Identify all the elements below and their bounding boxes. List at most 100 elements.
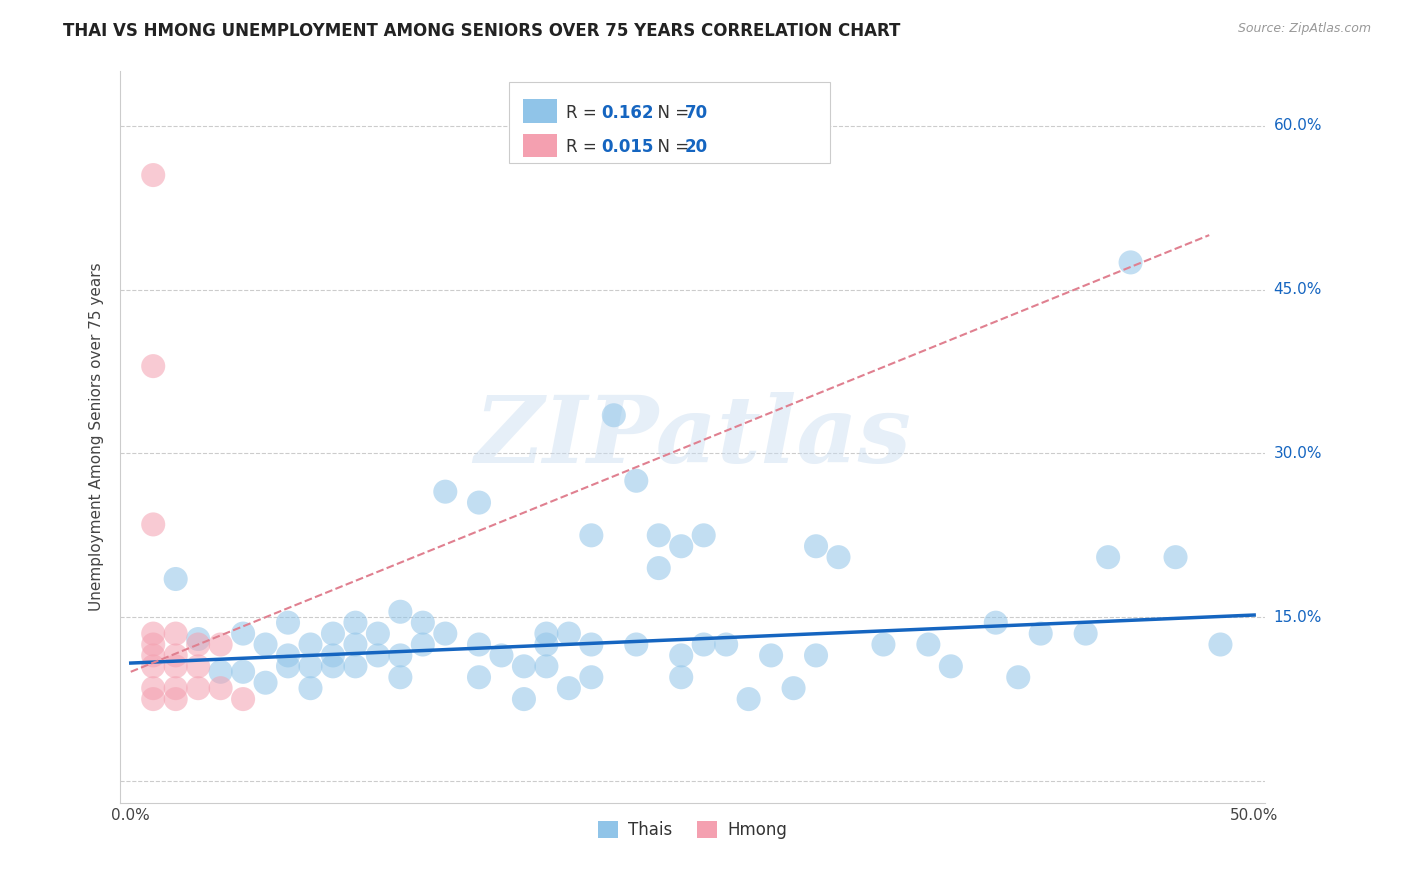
Point (142, 648, 165, 663)
Point (142, 659, 165, 673)
Text: 60.0%: 60.0% (1274, 119, 1322, 134)
Point (412, 638, 434, 652)
Point (142, 692, 165, 706)
Point (872, 638, 894, 652)
Text: 70: 70 (685, 104, 707, 122)
Point (692, 638, 714, 652)
Point (187, 632, 209, 646)
Point (232, 665, 254, 679)
Point (581, 670, 603, 684)
Point (322, 659, 344, 673)
Point (209, 638, 232, 652)
Point (209, 681, 232, 695)
Text: R =: R = (567, 137, 602, 156)
Point (367, 626, 389, 640)
Text: 45.0%: 45.0% (1274, 282, 1322, 297)
Point (232, 626, 254, 640)
Point (165, 572, 187, 586)
Point (939, 659, 962, 673)
Point (367, 648, 389, 663)
Point (389, 670, 412, 684)
Text: Source: ZipAtlas.com: Source: ZipAtlas.com (1237, 22, 1371, 36)
Point (468, 670, 491, 684)
Point (254, 638, 277, 652)
Point (277, 615, 299, 630)
Point (513, 692, 536, 706)
Point (468, 638, 491, 652)
Text: THAI VS HMONG UNEMPLOYMENT AMONG SENIORS OVER 75 YEARS CORRELATION CHART: THAI VS HMONG UNEMPLOYMENT AMONG SENIORS… (63, 22, 901, 40)
Point (434, 626, 457, 640)
Point (536, 626, 558, 640)
Point (513, 659, 536, 673)
Point (917, 638, 939, 652)
Point (1074, 626, 1097, 640)
Point (603, 409, 626, 423)
Point (536, 638, 558, 652)
Point (344, 659, 367, 673)
Point (277, 659, 299, 673)
Point (1007, 670, 1029, 684)
Point (626, 474, 648, 488)
Text: 15.0%: 15.0% (1274, 610, 1322, 624)
Point (671, 539, 693, 553)
Point (491, 648, 513, 663)
Point (804, 539, 827, 553)
Point (581, 638, 603, 652)
Point (558, 626, 581, 640)
Point (389, 648, 412, 663)
Text: R =: R = (567, 104, 602, 122)
Point (412, 615, 434, 630)
Point (737, 692, 759, 706)
Point (187, 681, 209, 695)
Point (299, 681, 322, 695)
Point (165, 659, 187, 673)
Point (165, 626, 187, 640)
Point (165, 692, 187, 706)
Point (1029, 626, 1052, 640)
Point (344, 638, 367, 652)
Text: N =: N = (647, 104, 695, 122)
Point (344, 615, 367, 630)
Point (648, 528, 671, 542)
FancyBboxPatch shape (523, 99, 557, 122)
Point (759, 648, 782, 663)
Point (322, 648, 344, 663)
Text: 30.0%: 30.0% (1274, 446, 1322, 461)
Point (232, 692, 254, 706)
Point (581, 528, 603, 542)
Point (299, 659, 322, 673)
Point (142, 359, 165, 373)
Point (984, 615, 1007, 630)
Point (671, 648, 693, 663)
Text: N =: N = (647, 137, 695, 156)
Point (1164, 550, 1187, 565)
Point (277, 648, 299, 663)
Text: 0.162: 0.162 (600, 104, 654, 122)
Legend: Thais, Hmong: Thais, Hmong (592, 814, 793, 846)
Point (142, 638, 165, 652)
Point (1209, 638, 1232, 652)
Point (142, 168, 165, 182)
Point (671, 670, 693, 684)
Point (626, 638, 648, 652)
Point (187, 659, 209, 673)
FancyBboxPatch shape (523, 134, 557, 157)
Y-axis label: Unemployment Among Seniors over 75 years: Unemployment Among Seniors over 75 years (89, 263, 104, 611)
Point (782, 681, 804, 695)
Point (804, 648, 827, 663)
Point (254, 675, 277, 690)
Point (389, 605, 412, 619)
Point (1097, 550, 1119, 565)
Point (165, 648, 187, 663)
Point (322, 626, 344, 640)
Point (142, 626, 165, 640)
Point (165, 681, 187, 695)
Point (648, 561, 671, 575)
Text: 0.015: 0.015 (600, 137, 654, 156)
Point (1119, 255, 1142, 269)
Point (692, 528, 714, 542)
Point (209, 665, 232, 679)
Point (714, 638, 737, 652)
Point (434, 484, 457, 499)
Point (468, 495, 491, 509)
